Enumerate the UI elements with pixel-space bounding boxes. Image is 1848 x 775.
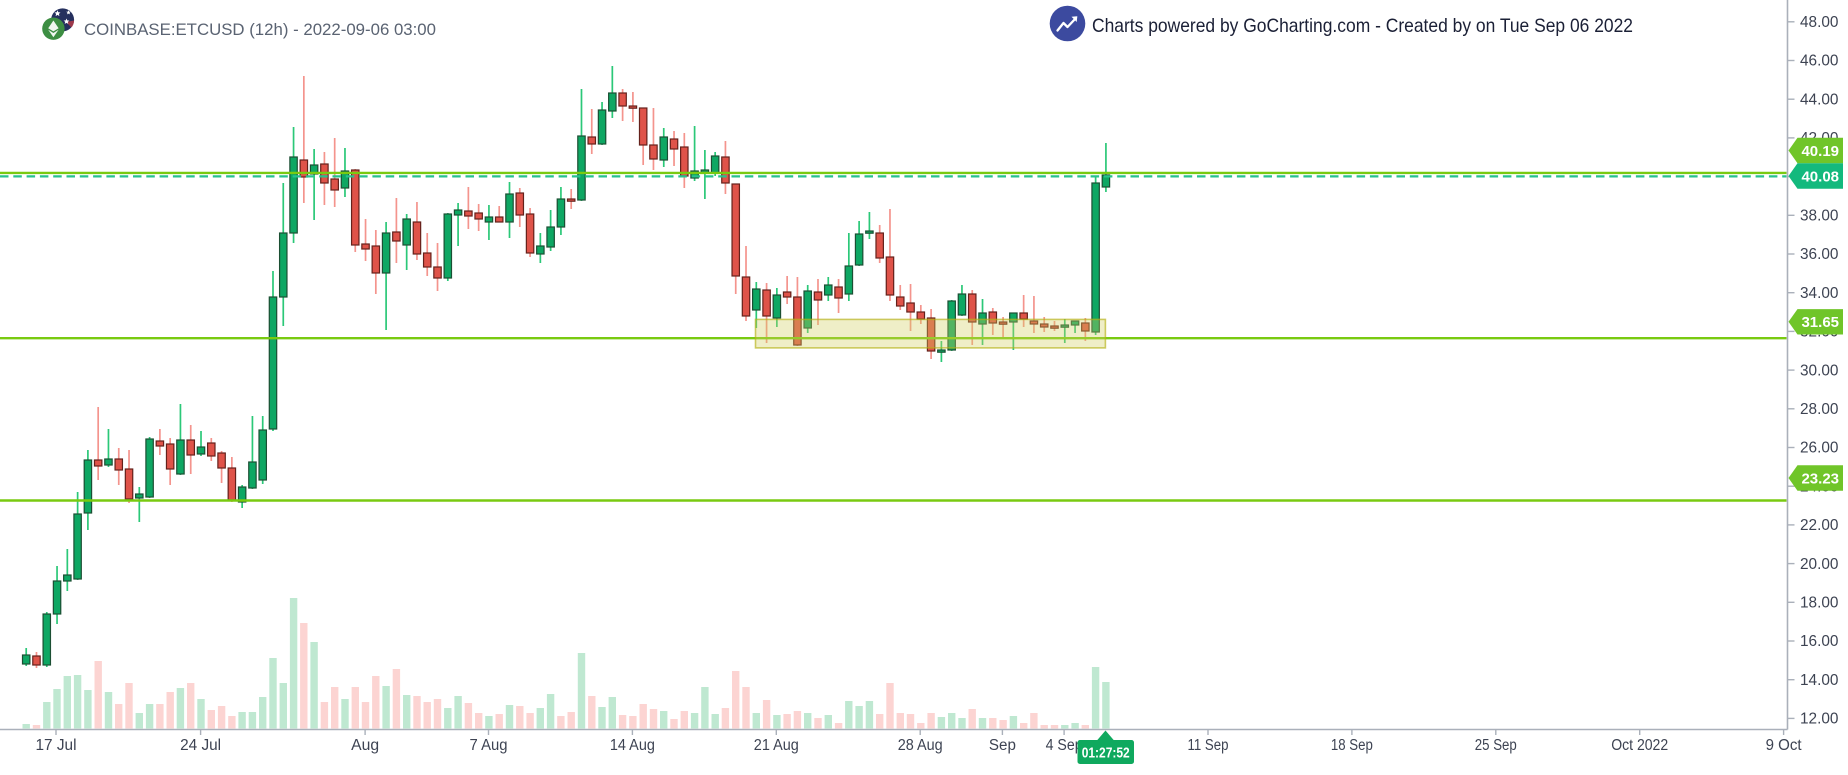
svg-text:18.00: 18.00	[1800, 595, 1839, 612]
svg-text:28 Aug: 28 Aug	[898, 737, 943, 754]
svg-text:44.00: 44.00	[1800, 91, 1839, 108]
svg-text:4 Sep: 4 Sep	[1046, 737, 1083, 754]
svg-text:12.00: 12.00	[1800, 711, 1839, 728]
svg-text:40.08: 40.08	[1801, 168, 1839, 185]
svg-text:11 Sep: 11 Sep	[1188, 737, 1229, 754]
svg-text:38.00: 38.00	[1800, 208, 1839, 225]
svg-text:20.00: 20.00	[1800, 556, 1839, 573]
svg-text:18 Sep: 18 Sep	[1331, 737, 1373, 754]
svg-text:25 Sep: 25 Sep	[1475, 737, 1517, 754]
svg-text:24 Jul: 24 Jul	[180, 737, 221, 754]
svg-text:9 Oct: 9 Oct	[1766, 737, 1803, 754]
svg-text:COINBASE:ETCUSD (12h) - 2022-0: COINBASE:ETCUSD (12h) - 2022-09-06 03:00	[84, 21, 436, 39]
svg-text:14.00: 14.00	[1800, 672, 1839, 689]
svg-text:Oct 2022: Oct 2022	[1611, 737, 1668, 754]
svg-text:Aug: Aug	[351, 737, 379, 754]
svg-text:7 Aug: 7 Aug	[470, 737, 508, 754]
svg-text:21 Aug: 21 Aug	[754, 737, 799, 754]
svg-text:40.19: 40.19	[1801, 143, 1839, 160]
svg-text:17 Jul: 17 Jul	[36, 737, 77, 754]
svg-text:36.00: 36.00	[1800, 246, 1839, 263]
svg-text:46.00: 46.00	[1800, 53, 1839, 70]
svg-text:28.00: 28.00	[1800, 401, 1839, 418]
svg-text:31.65: 31.65	[1801, 314, 1839, 331]
svg-text:26.00: 26.00	[1800, 440, 1839, 457]
svg-text:22.00: 22.00	[1800, 517, 1839, 534]
svg-text:30.00: 30.00	[1800, 362, 1839, 379]
svg-text:48.00: 48.00	[1800, 14, 1839, 31]
svg-text:01:27:52: 01:27:52	[1082, 746, 1130, 762]
svg-text:23.23: 23.23	[1801, 470, 1839, 487]
svg-text:16.00: 16.00	[1800, 633, 1839, 650]
svg-text:Charts powered by GoCharting.c: Charts powered by GoCharting.com - Creat…	[1092, 15, 1633, 37]
svg-text:14 Aug: 14 Aug	[610, 737, 655, 754]
svg-text:34.00: 34.00	[1800, 285, 1839, 302]
svg-text:Sep: Sep	[989, 737, 1016, 754]
